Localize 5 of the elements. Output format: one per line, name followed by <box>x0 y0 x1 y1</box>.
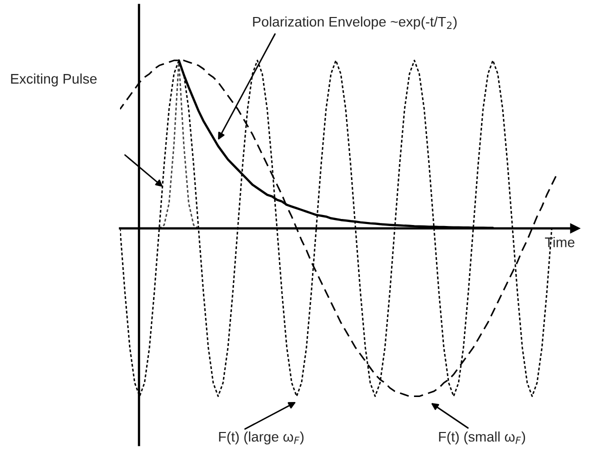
x-axis-title: Time <box>544 237 574 248</box>
text: Polarization Envelope ~exp(-t/T$_{2}$) <box>253 16 457 30</box>
text: Exciting Pulse <box>11 74 97 86</box>
text: F(t) (large ω$_{F}$) <box>219 431 304 444</box>
text: F(t) (small ω$_{F}$) <box>439 431 526 444</box>
